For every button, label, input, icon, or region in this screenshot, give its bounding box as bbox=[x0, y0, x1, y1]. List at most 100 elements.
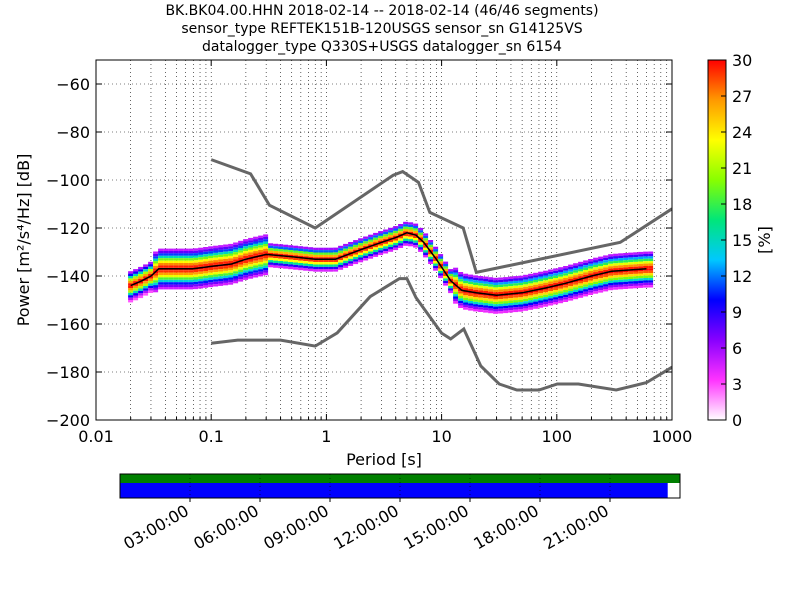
heatmap-cell bbox=[378, 247, 384, 251]
heatmap-cell bbox=[563, 285, 569, 288]
heatmap-cell bbox=[568, 286, 574, 289]
heatmap-cell bbox=[133, 290, 139, 294]
heatmap-cell bbox=[473, 294, 479, 297]
heatmap-cell bbox=[418, 232, 424, 236]
heatmap-cell bbox=[293, 250, 299, 253]
heatmap-cell bbox=[193, 257, 199, 261]
heatmap-cell bbox=[168, 265, 174, 268]
heatmap-cell bbox=[603, 279, 609, 282]
heatmap-cell bbox=[138, 281, 144, 284]
heatmap-cell bbox=[398, 243, 404, 246]
heatmap-cell bbox=[498, 277, 504, 280]
heatmap-cell bbox=[473, 280, 479, 283]
heatmap-cell bbox=[633, 278, 639, 282]
heatmap-cell bbox=[298, 246, 304, 249]
heatmap-cell bbox=[248, 261, 254, 265]
heatmap-cell bbox=[263, 236, 269, 240]
heatmap-cell bbox=[578, 295, 584, 298]
heatmap-cell bbox=[188, 284, 194, 287]
heatmap-cell bbox=[388, 244, 394, 247]
heatmap-cell bbox=[353, 240, 359, 243]
heatmap-cell bbox=[598, 280, 604, 283]
heatmap-cell bbox=[138, 278, 144, 282]
heatmap-cell bbox=[343, 251, 349, 254]
heatmap-cell bbox=[238, 240, 244, 244]
heatmap-cell bbox=[253, 246, 259, 249]
heatmap-cell bbox=[268, 245, 274, 249]
heatmap-cell bbox=[203, 273, 209, 276]
heatmap-cell bbox=[288, 259, 294, 262]
heatmap-cell bbox=[598, 259, 604, 262]
heatmap-cell bbox=[383, 229, 389, 232]
heatmap-cell bbox=[148, 283, 154, 286]
heatmap-cell bbox=[253, 236, 259, 240]
heatmap-cell bbox=[198, 276, 204, 279]
heatmap-cell bbox=[513, 278, 519, 281]
colorbar-tick-label: 24 bbox=[732, 123, 752, 142]
heatmap-cell bbox=[153, 289, 159, 293]
heatmap-cell bbox=[493, 292, 499, 295]
heatmap-cell bbox=[548, 295, 554, 299]
time-tick-label: 21:00:00 bbox=[540, 501, 612, 553]
heatmap-cell bbox=[578, 281, 584, 284]
heatmap-cell bbox=[433, 265, 439, 269]
heatmap-cell bbox=[458, 272, 464, 275]
heatmap-cell bbox=[318, 262, 324, 265]
heatmap-cell bbox=[633, 273, 639, 277]
heatmap-cell bbox=[588, 290, 594, 293]
heatmap-cell bbox=[628, 267, 634, 270]
heatmap-cell bbox=[468, 301, 474, 304]
heatmap-cell bbox=[358, 257, 364, 260]
heatmap-cell bbox=[623, 265, 629, 268]
heatmap-cell bbox=[158, 272, 164, 275]
heatmap-cell bbox=[393, 245, 399, 248]
heatmap-cell bbox=[128, 276, 134, 279]
heatmap-cell bbox=[278, 265, 284, 269]
heatmap-cell bbox=[148, 269, 154, 272]
heatmap-cell bbox=[258, 262, 264, 265]
heatmap-cell bbox=[483, 281, 489, 284]
heatmap-cell bbox=[638, 261, 644, 264]
heatmap-cell bbox=[618, 282, 624, 285]
heatmap-cell bbox=[153, 258, 159, 262]
heatmap-cell bbox=[498, 301, 504, 304]
heatmap-cell bbox=[238, 276, 244, 280]
heatmap-cell bbox=[563, 275, 569, 278]
heatmap-cell bbox=[563, 292, 569, 295]
heatmap-cell bbox=[158, 260, 164, 263]
heatmap-cell bbox=[563, 270, 569, 274]
heatmap-cell bbox=[238, 272, 244, 275]
heatmap-cell bbox=[643, 282, 649, 286]
heatmap-cell bbox=[603, 269, 609, 273]
heatmap-cell bbox=[608, 254, 614, 257]
heatmap-cell bbox=[358, 259, 364, 263]
heatmap-cell bbox=[258, 269, 264, 272]
heatmap-cell bbox=[278, 256, 284, 259]
heatmap-cell bbox=[153, 287, 159, 290]
heatmap-cell bbox=[408, 227, 414, 230]
heatmap-cell bbox=[173, 275, 179, 278]
heatmap-cell bbox=[233, 264, 239, 267]
heatmap-cell bbox=[258, 247, 264, 250]
heatmap-cell bbox=[393, 238, 399, 241]
heatmap-cell bbox=[423, 250, 429, 253]
heatmap-cell bbox=[248, 271, 254, 274]
heatmap-cell bbox=[498, 289, 504, 292]
heatmap-cell bbox=[463, 285, 469, 289]
heatmap-cell bbox=[343, 255, 349, 259]
heatmap-cell bbox=[178, 255, 184, 259]
time-tick-label: 03:00:00 bbox=[120, 501, 192, 553]
heatmap-cell bbox=[418, 249, 424, 252]
heatmap-cell bbox=[238, 252, 244, 256]
heatmap-cell bbox=[313, 247, 319, 251]
heatmap-cell bbox=[243, 239, 249, 242]
heatmap-cell bbox=[163, 272, 169, 275]
heatmap-cell bbox=[543, 280, 549, 283]
heatmap-cell bbox=[178, 260, 184, 263]
heatmap-cell bbox=[393, 242, 399, 246]
heatmap-cell bbox=[143, 269, 149, 272]
heatmap-cell bbox=[238, 267, 244, 270]
x-axis-label: Period [s] bbox=[346, 450, 422, 469]
heatmap-cell bbox=[463, 288, 469, 291]
heatmap-cell bbox=[528, 285, 534, 289]
